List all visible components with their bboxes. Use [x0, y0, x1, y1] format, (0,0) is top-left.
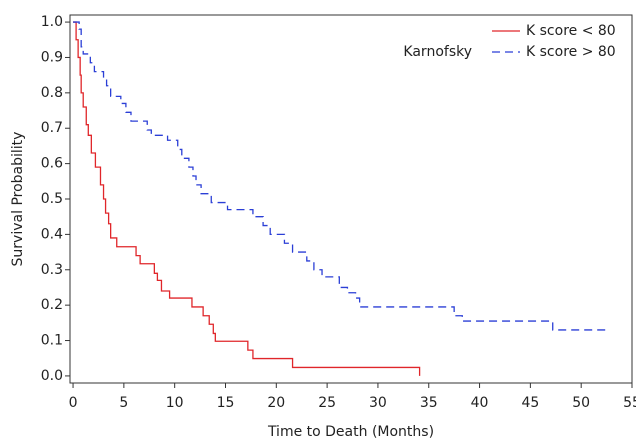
y-tick-label: 0.6: [41, 156, 63, 172]
survival-curve: [73, 21, 421, 376]
x-tick-label: 40: [471, 395, 489, 411]
x-tick-label: 10: [166, 395, 184, 411]
x-tick-label: 5: [119, 395, 128, 411]
y-tick-label: 0.7: [41, 120, 63, 136]
x-tick-label: 20: [267, 395, 285, 411]
legend-label: K score < 80: [526, 23, 616, 39]
survival-curve: [73, 21, 607, 331]
y-tick-label: 0.5: [41, 191, 63, 207]
y-tick-label: 1.0: [41, 14, 63, 30]
legend-label: K score > 80: [526, 44, 616, 60]
y-tick-label: 0.9: [41, 49, 63, 65]
y-tick-label: 0.1: [41, 333, 63, 349]
y-tick-label: 0.8: [41, 85, 63, 101]
y-tick-label: 0.4: [41, 226, 63, 242]
x-tick-label: 30: [369, 395, 387, 411]
x-tick-label: 15: [217, 395, 235, 411]
plot-frame: [69, 14, 633, 384]
x-tick-label: 25: [318, 395, 336, 411]
y-axis-title: Survival Probability: [10, 132, 26, 267]
legend-title: Karnofsky: [403, 44, 472, 60]
x-tick-label: 45: [521, 395, 539, 411]
x-axis-title: Time to Death (Months): [267, 424, 434, 440]
y-tick-label: 0.2: [41, 297, 63, 313]
x-tick-label: 50: [572, 395, 590, 411]
x-tick-label: 35: [420, 395, 438, 411]
y-tick-label: 0.0: [41, 368, 63, 384]
x-tick-label: 55: [623, 395, 636, 411]
x-tick-label: 0: [69, 395, 78, 411]
y-tick-label: 0.3: [41, 262, 63, 278]
